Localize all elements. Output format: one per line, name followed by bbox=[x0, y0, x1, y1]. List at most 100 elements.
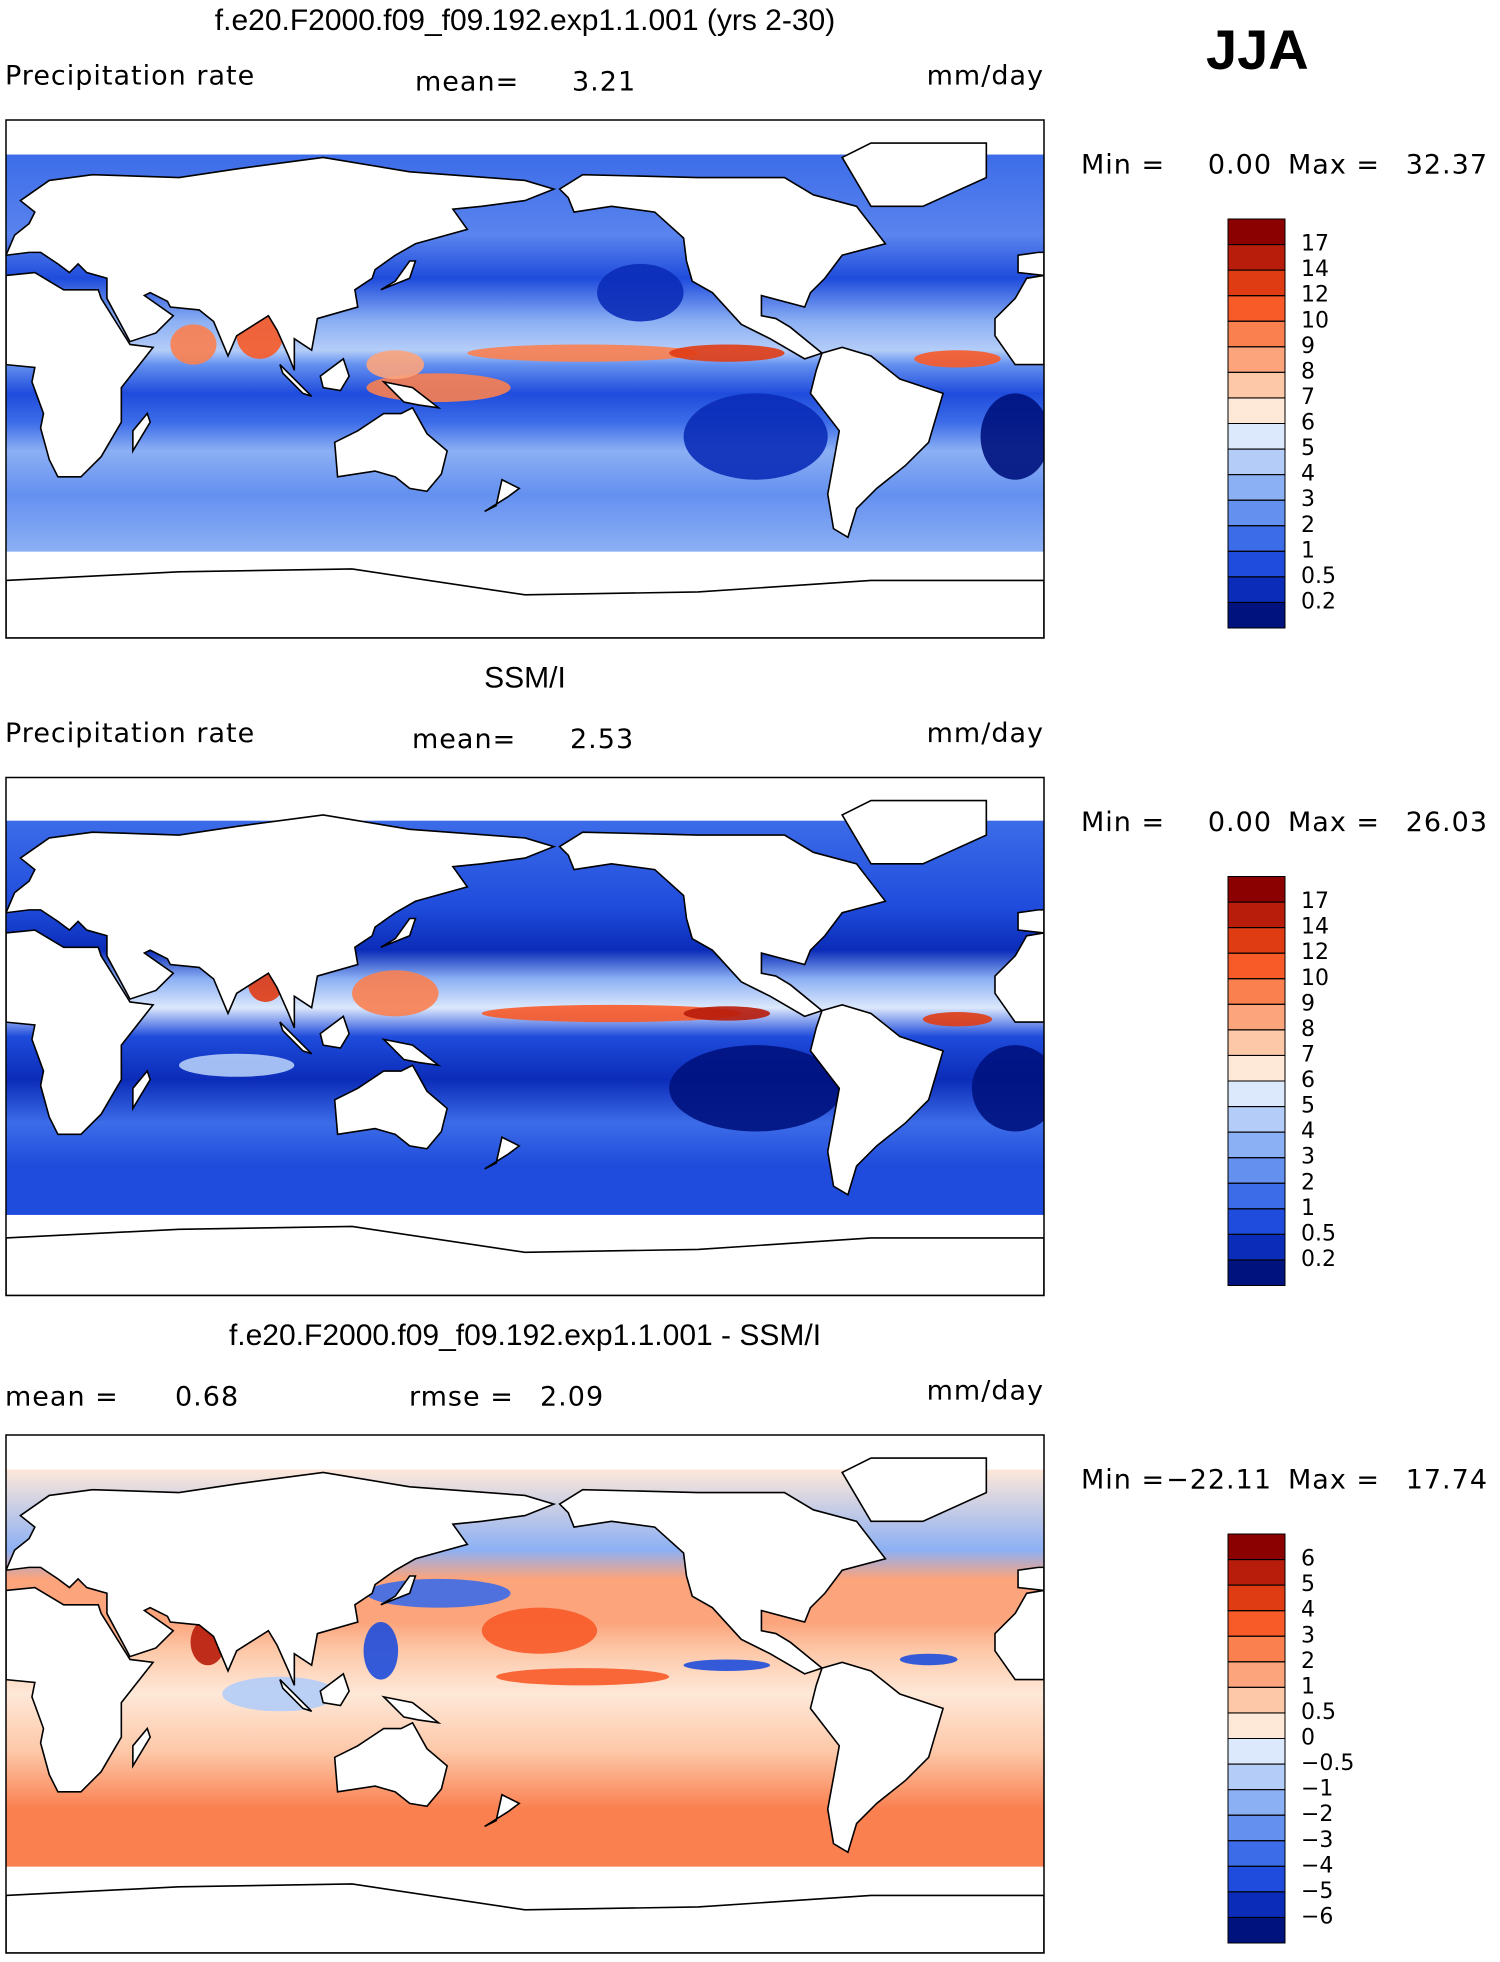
colorbar-box bbox=[1227, 601, 1286, 629]
field-feature bbox=[352, 970, 439, 1017]
field-feature bbox=[481, 1607, 598, 1654]
continent bbox=[319, 357, 350, 392]
colorbar-label: 2 bbox=[1301, 513, 1315, 538]
colorbar-box bbox=[1227, 1635, 1286, 1663]
colorbar-box bbox=[1227, 1208, 1286, 1235]
colorbar-box bbox=[1227, 1233, 1286, 1261]
colorbar-label: 9 bbox=[1301, 991, 1315, 1016]
continent bbox=[381, 1695, 442, 1724]
colorbar-box bbox=[1227, 952, 1286, 980]
colorbar-box bbox=[1227, 1182, 1286, 1210]
stat-label: mean= bbox=[412, 724, 516, 755]
continent bbox=[279, 364, 313, 398]
field-feature bbox=[467, 344, 698, 362]
colorbar-label: 7 bbox=[1301, 1042, 1315, 1067]
colorbar-label: 1 bbox=[1301, 1674, 1315, 1699]
continent bbox=[6, 156, 557, 371]
colorbar-label: 17 bbox=[1301, 232, 1329, 257]
continent bbox=[484, 1793, 521, 1828]
field-feature bbox=[170, 324, 217, 365]
continent bbox=[279, 1679, 313, 1713]
colorbar-box bbox=[1227, 1712, 1286, 1739]
field-feature bbox=[683, 1006, 771, 1021]
colorbar-box bbox=[1227, 1840, 1286, 1867]
colorbar-box bbox=[1227, 320, 1286, 348]
colorbar-box bbox=[1227, 1559, 1286, 1586]
colorbar-label: 10 bbox=[1301, 308, 1329, 333]
colorbar-box bbox=[1227, 1686, 1286, 1714]
min-value: 0.00 bbox=[1208, 150, 1272, 181]
colorbar-box bbox=[1227, 978, 1286, 1005]
stat-value: 3.21 bbox=[572, 67, 636, 98]
colorbar-label: −2 bbox=[1301, 1802, 1333, 1827]
continent bbox=[380, 917, 417, 949]
continent bbox=[319, 1672, 350, 1707]
colorbar-label: 4 bbox=[1301, 1598, 1315, 1623]
continent bbox=[381, 380, 442, 409]
colorbar-label: 1 bbox=[1301, 538, 1315, 563]
continent bbox=[484, 478, 521, 513]
colorbar-label: 3 bbox=[1301, 487, 1315, 512]
field-feature bbox=[899, 1653, 958, 1666]
colorbar-label: 10 bbox=[1301, 966, 1329, 991]
panel: f.e20.F2000.f09_f09.192.exp1.1.001 (yrs … bbox=[5, 4, 1488, 639]
max-label: Max = bbox=[1288, 807, 1380, 838]
season-label: JJA bbox=[1206, 18, 1309, 81]
colorbar-label: 4 bbox=[1301, 1119, 1315, 1144]
continent bbox=[1017, 909, 1044, 934]
colorbar-box bbox=[1227, 550, 1286, 578]
colorbar-label: 8 bbox=[1301, 359, 1315, 384]
colorbar-label: 3 bbox=[1301, 1623, 1315, 1648]
colorbar-label: 14 bbox=[1301, 915, 1329, 940]
continent bbox=[381, 1038, 442, 1067]
field-feature bbox=[496, 1668, 670, 1686]
colorbar-label: 12 bbox=[1301, 283, 1329, 308]
panel-title: f.e20.F2000.f09_f09.192.exp1.1.001 - SSM… bbox=[229, 1319, 821, 1352]
colorbar-box bbox=[1227, 269, 1286, 297]
field-feature bbox=[669, 1045, 843, 1132]
map bbox=[6, 120, 1044, 638]
map-frame bbox=[5, 776, 1045, 1297]
colorbar-label: 14 bbox=[1301, 257, 1329, 282]
max-label: Max = bbox=[1288, 1465, 1380, 1496]
continent bbox=[1017, 251, 1044, 277]
continent bbox=[6, 271, 155, 478]
colorbar-label: 8 bbox=[1301, 1017, 1315, 1042]
colorbar-box bbox=[1227, 1157, 1286, 1184]
colorbar-box bbox=[1227, 1584, 1286, 1612]
colorbar-box bbox=[1227, 1891, 1286, 1918]
continent bbox=[319, 1015, 350, 1049]
colorbar-label: 4 bbox=[1301, 462, 1315, 487]
max-label: Max = bbox=[1288, 150, 1380, 181]
min-label: Min = bbox=[1081, 150, 1165, 181]
continent bbox=[132, 1069, 152, 1112]
colorbar-label: −3 bbox=[1301, 1828, 1333, 1853]
colorbar-box bbox=[1227, 474, 1286, 501]
continent bbox=[6, 1586, 155, 1793]
colorbar-label: 2 bbox=[1301, 1170, 1315, 1195]
colorbar-label: −0.5 bbox=[1301, 1751, 1354, 1776]
continent bbox=[6, 1883, 1044, 1953]
max-value: 32.37 bbox=[1406, 150, 1488, 181]
colorbar-box bbox=[1227, 1533, 1286, 1561]
continent bbox=[841, 799, 988, 865]
colorbar-box bbox=[1227, 1610, 1286, 1637]
field-feature bbox=[922, 1012, 993, 1027]
continent bbox=[380, 260, 417, 291]
stat-value: 2.09 bbox=[540, 1382, 604, 1413]
colorbar-label: 5 bbox=[1301, 436, 1315, 461]
field-feature bbox=[366, 350, 425, 379]
colorbar-box bbox=[1227, 1916, 1286, 1944]
colorbar-label: 17 bbox=[1301, 889, 1329, 914]
colorbar-label: 0 bbox=[1301, 1726, 1315, 1751]
stat-label: mean= bbox=[415, 67, 519, 98]
field-feature bbox=[914, 350, 1001, 368]
panel: f.e20.F2000.f09_f09.192.exp1.1.001 - SSM… bbox=[5, 1319, 1487, 1954]
map bbox=[6, 777, 1044, 1296]
field-feature bbox=[363, 1622, 399, 1680]
continent bbox=[132, 1726, 152, 1769]
colorbar-label: 5 bbox=[1301, 1094, 1315, 1119]
continent bbox=[6, 929, 155, 1136]
field-feature bbox=[481, 1004, 742, 1023]
field-feature bbox=[366, 1578, 511, 1608]
